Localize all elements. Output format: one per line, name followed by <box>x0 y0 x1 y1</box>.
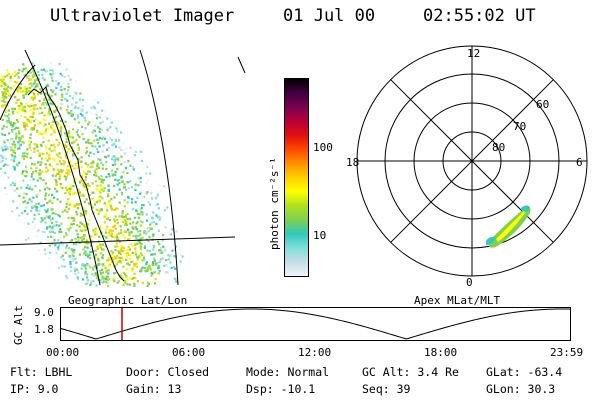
colorbar-unit-label: photon cm⁻²s⁻¹ <box>268 157 281 250</box>
info-door: Door: Closed <box>126 365 210 379</box>
info-mode: Mode: Normal <box>246 365 330 379</box>
colorbar <box>284 78 309 277</box>
info-seq: Seq: 39 <box>362 382 411 396</box>
lat-label-80: 80 <box>492 141 506 154</box>
left-panel-caption: Geographic Lat/Lon <box>68 294 188 307</box>
orbit-altitude-plot <box>59 307 571 341</box>
info-gain: Gain: 13 <box>126 382 182 396</box>
info-filter: Flt: LBHL <box>10 365 73 379</box>
lat-line-north <box>0 64 36 121</box>
mlt-label-0: 0 <box>466 276 473 289</box>
timeline-ylabel: GC Alt <box>12 305 25 345</box>
date-label: 01 Jul 00 <box>283 6 376 26</box>
mlt-label-18: 18 <box>346 156 360 169</box>
lon-line-mid <box>139 49 179 286</box>
aurora-emission <box>0 62 184 287</box>
info-glat: GLat: -63.4 <box>486 365 563 379</box>
timeline-ytick-high: 9.0 <box>34 306 54 319</box>
geographic-image <box>0 49 246 287</box>
orbit-altitude-curve <box>59 308 571 340</box>
mlt-label-6: 6 <box>576 156 583 169</box>
polar-plot <box>356 45 588 277</box>
info-glon: GLon: 30.3 <box>486 382 556 396</box>
timeline-xtick-1800: 18:00 <box>424 346 458 359</box>
lat-line <box>0 236 236 246</box>
timeline-xtick-0600: 06:00 <box>172 346 206 359</box>
timeline-xtick-0000: 00:00 <box>46 346 80 359</box>
time-label: 02:55:02 UT <box>423 6 536 26</box>
timeline-xtick-2359: 23:59 <box>550 346 584 359</box>
info-ip: IP: 9.0 <box>10 382 59 396</box>
timeline-ytick-low: 1.8 <box>34 323 54 336</box>
info-dsp: Dsp: -10.1 <box>246 382 316 396</box>
lon-line-west <box>24 49 101 286</box>
coastline <box>27 86 125 282</box>
timeline-xtick-1200: 12:00 <box>298 346 332 359</box>
colorbar-tick-100: 100 <box>313 141 333 154</box>
lon-line-east <box>237 56 246 74</box>
lat-label-70: 70 <box>513 120 527 133</box>
colorbar-tick-10: 10 <box>313 229 327 242</box>
lat-label-60: 60 <box>536 98 550 111</box>
meridian-diagonal-2 <box>390 79 554 243</box>
mlt-label-12: 12 <box>467 47 481 60</box>
polar-aurora <box>486 205 531 248</box>
instrument-title: Ultraviolet Imager <box>50 6 235 26</box>
info-gc-alt: GC Alt: 3.4 Re <box>362 365 459 379</box>
polar-caption: Apex MLat/MLT <box>414 294 501 307</box>
